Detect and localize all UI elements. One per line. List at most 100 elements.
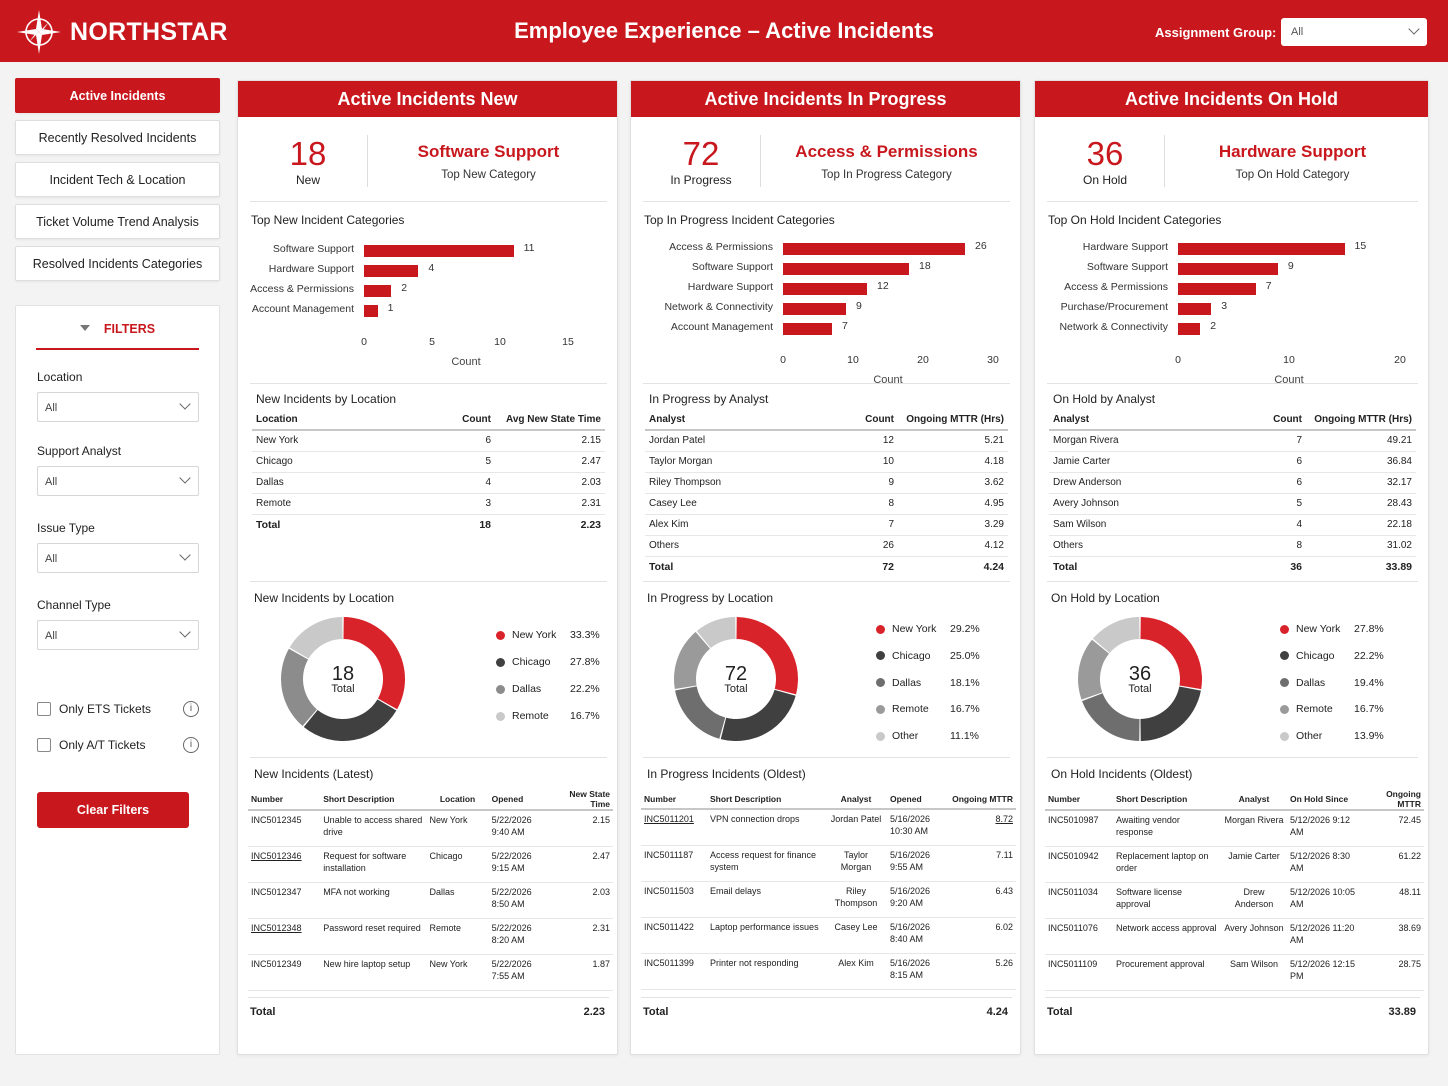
- table-row[interactable]: Drew Anderson 6 32.17: [1049, 472, 1416, 494]
- donut-slice-chicago[interactable]: [1140, 686, 1201, 741]
- brand-logo[interactable]: NORTHSTAR: [16, 9, 228, 55]
- legend-item[interactable]: New York 27.8%: [1280, 623, 1394, 635]
- table-row[interactable]: Casey Lee 8 4.95: [645, 493, 1008, 515]
- legend-item[interactable]: Other 11.1%: [876, 730, 990, 742]
- legend-item[interactable]: Chicago 27.8%: [496, 656, 610, 668]
- incident-row[interactable]: INC5011422 Laptop performance issues Casey…: [641, 917, 1016, 954]
- incident-number-link[interactable]: INC5011187: [641, 845, 707, 882]
- bar[interactable]: [783, 243, 965, 255]
- list-header-cell[interactable]: Short Description: [320, 789, 427, 811]
- donut-slice-other[interactable]: [1092, 617, 1140, 653]
- list-header-cell[interactable]: Number: [248, 789, 321, 811]
- list-header-cell[interactable]: New State Time: [544, 789, 613, 811]
- legend-item[interactable]: Dallas 18.1%: [876, 677, 990, 689]
- table-header-cell[interactable]: Ongoing MTTR (Hrs): [898, 410, 1008, 431]
- bar[interactable]: [364, 265, 419, 277]
- info-icon[interactable]: i: [183, 701, 199, 717]
- incident-row[interactable]: INC5011503 Email delays Riley Thompson 5/16…: [641, 881, 1016, 918]
- nav-tech-location[interactable]: Incident Tech & Location: [15, 162, 220, 197]
- issue-type-filter-select[interactable]: All: [37, 543, 199, 573]
- incident-number-link[interactable]: INC5012347: [248, 882, 321, 919]
- bar[interactable]: [364, 285, 392, 297]
- bar-row[interactable]: Access & Permissions 2: [238, 281, 619, 301]
- legend-item[interactable]: Remote 16.7%: [496, 710, 610, 722]
- ets-only-checkbox[interactable]: [37, 702, 51, 716]
- table-row[interactable]: Riley Thompson 9 3.62: [645, 472, 1008, 494]
- table-row[interactable]: Taylor Morgan 10 4.18: [645, 451, 1008, 473]
- table-header-cell[interactable]: Ongoing MTTR (Hrs): [1306, 410, 1416, 431]
- table-row[interactable]: Chicago 5 2.47: [252, 451, 605, 473]
- incident-row[interactable]: INC5011109 Procurement approval Sam Wilson…: [1045, 954, 1424, 991]
- table-header-cell[interactable]: Analyst: [1049, 410, 1226, 431]
- bar-row[interactable]: Software Support 18: [631, 259, 1022, 279]
- bar[interactable]: [783, 263, 909, 275]
- legend-item[interactable]: New York 29.2%: [876, 623, 990, 635]
- donut-slice-new-york[interactable]: [1140, 617, 1202, 690]
- incident-number-link[interactable]: INC5011503: [641, 881, 707, 918]
- incident-number-link[interactable]: INC5011034: [1045, 882, 1113, 919]
- bar-row[interactable]: Account Management 7: [631, 319, 1022, 339]
- donut-slice-dallas[interactable]: [675, 686, 726, 739]
- table-header-cell[interactable]: Analyst: [645, 410, 818, 431]
- incident-number-link[interactable]: INC5010987: [1045, 810, 1113, 847]
- incident-row[interactable]: INC5011076 Network access approval Avery J…: [1045, 918, 1424, 955]
- bar-row[interactable]: Hardware Support 4: [238, 261, 619, 281]
- clear-filters-button[interactable]: Clear Filters: [37, 792, 189, 828]
- table-row[interactable]: Morgan Rivera 7 49.21: [1049, 430, 1416, 452]
- donut-slice-new-york[interactable]: [343, 617, 405, 710]
- bar-row[interactable]: Hardware Support 12: [631, 279, 1022, 299]
- list-header-cell[interactable]: Opened: [887, 789, 945, 810]
- incident-number-link[interactable]: INC5011109: [1045, 954, 1113, 991]
- table-row[interactable]: Jamie Carter 6 36.84: [1049, 451, 1416, 473]
- incident-row[interactable]: INC5011201 VPN connection drops Jordan Pat…: [641, 809, 1016, 846]
- table-header-cell[interactable]: Location: [252, 410, 435, 431]
- list-header-cell[interactable]: Analyst: [1221, 789, 1287, 811]
- list-header-cell[interactable]: Opened: [488, 789, 545, 811]
- list-header-cell[interactable]: Analyst: [825, 789, 887, 810]
- table-header-cell[interactable]: Count: [818, 410, 898, 431]
- analyst-filter-select[interactable]: All: [37, 466, 199, 496]
- nav-ticket-volume[interactable]: Ticket Volume Trend Analysis: [15, 204, 220, 239]
- legend-item[interactable]: Remote 16.7%: [876, 703, 990, 715]
- list-header-cell[interactable]: Ongoing MTTR: [1359, 789, 1424, 811]
- incident-number-link[interactable]: INC5011201: [641, 809, 707, 846]
- bar[interactable]: [1178, 303, 1212, 315]
- bar[interactable]: [364, 245, 514, 257]
- donut-slice-remote[interactable]: [674, 631, 710, 690]
- bar[interactable]: [783, 323, 832, 335]
- bar[interactable]: [1178, 283, 1256, 295]
- table-row[interactable]: Remote 3 2.31: [252, 493, 605, 515]
- channel-filter-select[interactable]: All: [37, 620, 199, 650]
- table-row[interactable]: Dallas 4 2.03: [252, 472, 605, 494]
- assignment-group-select[interactable]: All: [1281, 18, 1427, 46]
- legend-item[interactable]: Other 13.9%: [1280, 730, 1394, 742]
- list-header-cell[interactable]: On Hold Since: [1287, 789, 1359, 811]
- table-header-cell[interactable]: Avg New State Time: [495, 410, 605, 431]
- donut-slice-remote[interactable]: [289, 617, 343, 659]
- table-row[interactable]: Avery Johnson 5 28.43: [1049, 493, 1416, 515]
- at-only-checkbox[interactable]: [37, 738, 51, 752]
- ets-only-checkbox-row[interactable]: Only ETS Tickets i: [37, 701, 199, 717]
- table-row[interactable]: Others 8 31.02: [1049, 535, 1416, 557]
- bar-row[interactable]: Network & Connectivity 2: [1035, 319, 1430, 339]
- incident-number-link[interactable]: INC5012348: [248, 918, 321, 955]
- incident-number-link[interactable]: INC5011399: [641, 953, 707, 990]
- bar[interactable]: [1178, 263, 1278, 275]
- incident-row[interactable]: INC5011399 Printer not responding Alex Kim…: [641, 953, 1016, 990]
- incident-number-link[interactable]: INC5012346: [248, 846, 321, 883]
- table-row[interactable]: Others 26 4.12: [645, 535, 1008, 557]
- donut-slice-other[interactable]: [696, 617, 736, 649]
- incident-row[interactable]: INC5012346 Request for software installat…: [248, 846, 613, 883]
- list-header-cell[interactable]: Ongoing MTTR: [945, 789, 1016, 810]
- list-header-cell[interactable]: Number: [641, 789, 707, 810]
- incident-number-link[interactable]: INC5011422: [641, 917, 707, 954]
- list-header-cell[interactable]: Short Description: [1113, 789, 1221, 811]
- donut-slice-remote[interactable]: [1078, 639, 1110, 700]
- info-icon[interactable]: i: [183, 737, 199, 753]
- bar-row[interactable]: Access & Permissions 26: [631, 239, 1022, 259]
- legend-item[interactable]: New York 33.3%: [496, 629, 610, 641]
- table-header-cell[interactable]: Count: [435, 410, 495, 431]
- bar-row[interactable]: Software Support 11: [238, 241, 619, 261]
- incident-row[interactable]: INC5010987 Awaiting vendor response Morgan…: [1045, 810, 1424, 847]
- incident-number-link[interactable]: INC5010942: [1045, 846, 1113, 883]
